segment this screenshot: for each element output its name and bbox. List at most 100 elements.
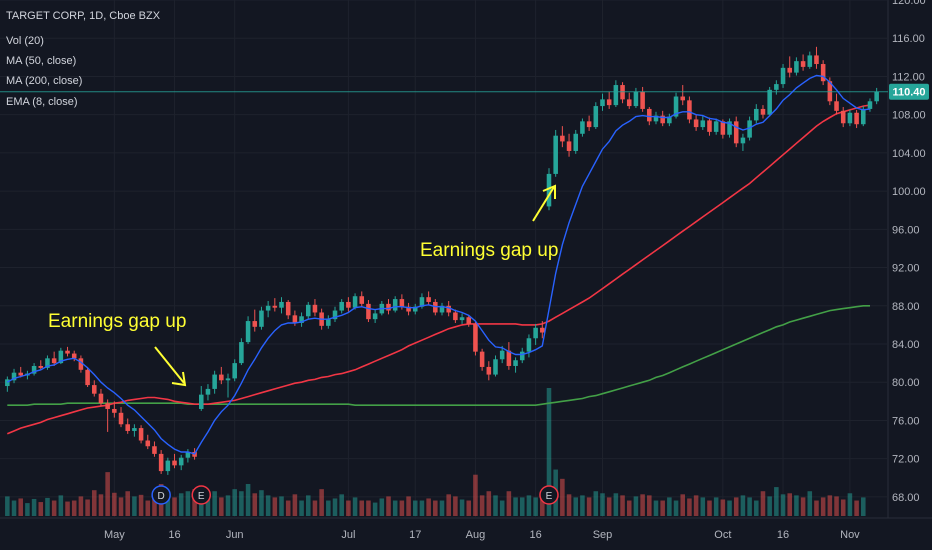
legend-ma50[interactable]: MA (50, close) — [6, 55, 76, 67]
candle-body — [426, 297, 431, 302]
candle-body — [245, 321, 251, 343]
price-axis[interactable]: 68.00 72.00 76.00 80.00 84.00 88.00 92.00 96.00… — [892, 0, 926, 504]
time-tick-label: Sep — [593, 529, 613, 541]
candle-body — [780, 67, 786, 85]
volume-bar — [459, 499, 465, 516]
volume-bar — [620, 495, 625, 516]
volume-bar — [834, 496, 839, 516]
candle-body — [573, 133, 579, 151]
volume-bar — [807, 491, 813, 516]
annotation-arrowhead-1 — [171, 371, 187, 387]
ma200-line — [7, 304, 870, 407]
candle-body — [754, 108, 759, 121]
volume-bar — [854, 500, 859, 516]
candle-body — [774, 84, 779, 90]
candle-body — [720, 121, 726, 135]
candle-body — [312, 304, 318, 313]
candle-body — [58, 350, 64, 364]
price-tick-label: 120.00 — [892, 0, 926, 7]
candle-body — [566, 141, 572, 151]
volume-bar — [640, 494, 645, 516]
volume-bar — [660, 500, 665, 516]
volume-bar — [98, 494, 104, 516]
candle-body — [794, 61, 799, 73]
volume-bar — [419, 500, 425, 516]
volume-bar — [5, 496, 10, 516]
candle-body — [205, 388, 211, 395]
volume-bar — [653, 500, 659, 516]
volume-bar — [767, 496, 772, 516]
volume-bar — [446, 494, 451, 516]
candle-body — [707, 120, 712, 132]
volume-bar — [700, 497, 706, 516]
volume-bar — [185, 491, 191, 516]
volume-bar — [754, 500, 759, 516]
volume-bar — [11, 500, 17, 516]
legend-ma200[interactable]: MA (200, close) — [6, 75, 82, 87]
volume-bar — [312, 500, 318, 516]
candle-body — [439, 305, 445, 313]
volume-bar — [827, 495, 833, 516]
candle-body — [700, 120, 706, 128]
candle-body — [807, 55, 813, 67]
volume-bar — [747, 497, 752, 516]
candle-body — [346, 301, 351, 308]
volume-bar — [125, 491, 130, 516]
volume-bar — [774, 487, 779, 516]
volume-bar — [760, 491, 766, 516]
volume-bar — [319, 489, 324, 516]
legend-ema8[interactable]: EMA (8, close) — [6, 96, 78, 108]
annotation-group-2: Earnings gap up — [420, 184, 558, 261]
candle-body — [366, 303, 371, 320]
volume-bar — [172, 497, 177, 516]
price-tick-label: 116.00 — [892, 33, 925, 45]
volume-bar — [794, 495, 799, 516]
candle-body — [820, 64, 826, 82]
candle-body — [606, 99, 612, 106]
volume-bar — [225, 495, 231, 516]
candle-body — [633, 91, 639, 107]
volume-bar — [366, 500, 371, 516]
candle-body — [800, 61, 806, 67]
volume-bar — [406, 496, 411, 516]
candle-body — [814, 55, 819, 65]
time-tick-label: May — [104, 529, 125, 541]
candle-body — [105, 403, 110, 409]
volume-bar — [165, 495, 171, 516]
annotation-group-1: Earnings gap up — [48, 311, 187, 387]
candles — [5, 46, 879, 475]
ema8-line — [6, 74, 871, 455]
volume-bar — [526, 495, 532, 516]
candle-body — [640, 91, 645, 109]
candle-body — [473, 323, 478, 352]
candle-body — [740, 137, 746, 144]
candle-body — [546, 173, 552, 207]
volume-bar — [540, 494, 545, 516]
volume-bar — [305, 495, 311, 516]
time-tick-label: 16 — [529, 529, 541, 541]
volume-bar — [272, 497, 278, 516]
candle-body — [386, 303, 391, 311]
legend-title: TARGET CORP, 1D, Cboe BZX — [6, 10, 161, 22]
time-tick-label: 17 — [409, 529, 421, 541]
volume-bar — [740, 495, 746, 516]
volume-bar — [593, 491, 599, 516]
candle-body — [138, 428, 144, 441]
candle-body — [840, 110, 846, 124]
candle-body — [332, 310, 338, 320]
candle-body — [145, 440, 151, 447]
event-marker-circle — [539, 485, 559, 505]
legend-vol[interactable]: Vol (20) — [6, 35, 44, 47]
volume-bar — [192, 489, 197, 516]
candle-body — [51, 358, 57, 364]
candle-body — [5, 379, 10, 387]
candle-body — [252, 321, 258, 327]
volume-bar — [479, 495, 485, 516]
candle-body — [486, 366, 492, 375]
candle-body — [653, 115, 659, 122]
volume-bar — [132, 496, 137, 516]
time-axis[interactable]: May 16 Jun Jul 17 Aug 16 Sep Oct 16 Nov — [104, 529, 860, 541]
